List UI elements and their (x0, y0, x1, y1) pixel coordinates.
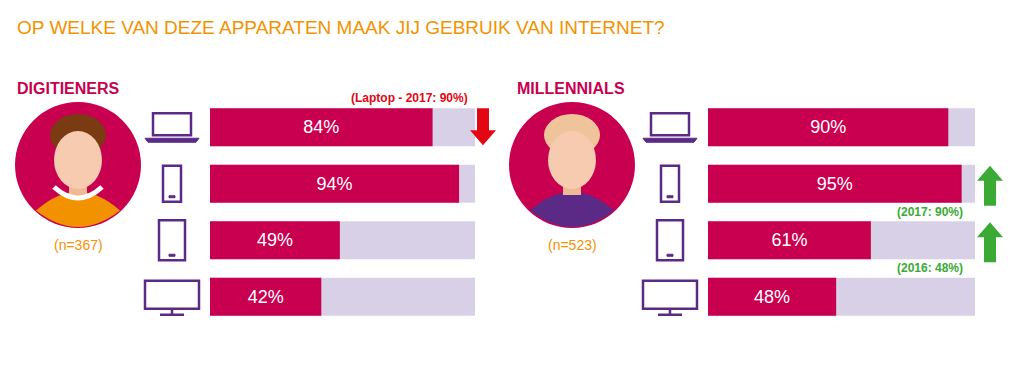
svg-text:94%: 94% (317, 174, 353, 194)
svg-text:61%: 61% (771, 230, 807, 250)
svg-text:(2016: 48%): (2016: 48%) (897, 261, 963, 275)
svg-text:OP WELKE VAN DEZE APPARATEN MA: OP WELKE VAN DEZE APPARATEN MAAK JIJ GEB… (17, 17, 665, 38)
svg-text:(n=367): (n=367) (54, 237, 103, 253)
svg-text:42%: 42% (248, 287, 284, 307)
svg-text:DIGITIENERS: DIGITIENERS (17, 80, 120, 97)
svg-text:MILLENNIALS: MILLENNIALS (517, 80, 625, 97)
svg-text:84%: 84% (303, 117, 339, 137)
svg-text:90%: 90% (810, 117, 846, 137)
svg-text:49%: 49% (257, 230, 293, 250)
svg-text:48%: 48% (754, 287, 790, 307)
svg-text:(Laptop - 2017: 90%): (Laptop - 2017: 90%) (351, 91, 468, 105)
svg-text:(n=523): (n=523) (548, 237, 597, 253)
svg-text:(2017: 90%): (2017: 90%) (897, 205, 963, 219)
svg-text:95%: 95% (817, 174, 853, 194)
